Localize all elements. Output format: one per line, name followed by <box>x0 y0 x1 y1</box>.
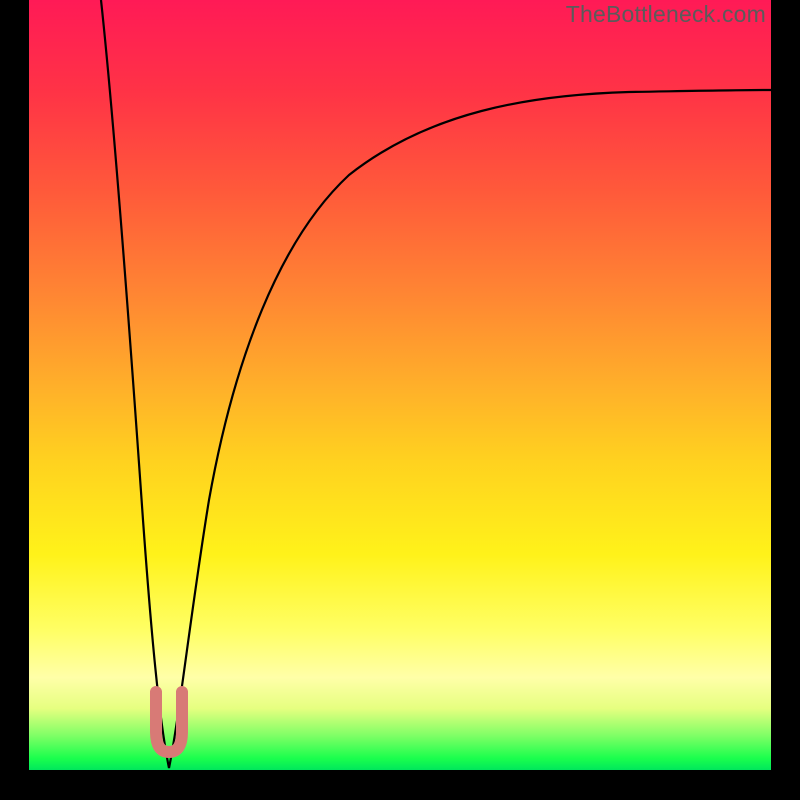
watermark-text: TheBottleneck.com <box>566 0 766 28</box>
chart-frame: TheBottleneck.com <box>0 0 800 800</box>
highlight-u-marker <box>29 0 771 770</box>
